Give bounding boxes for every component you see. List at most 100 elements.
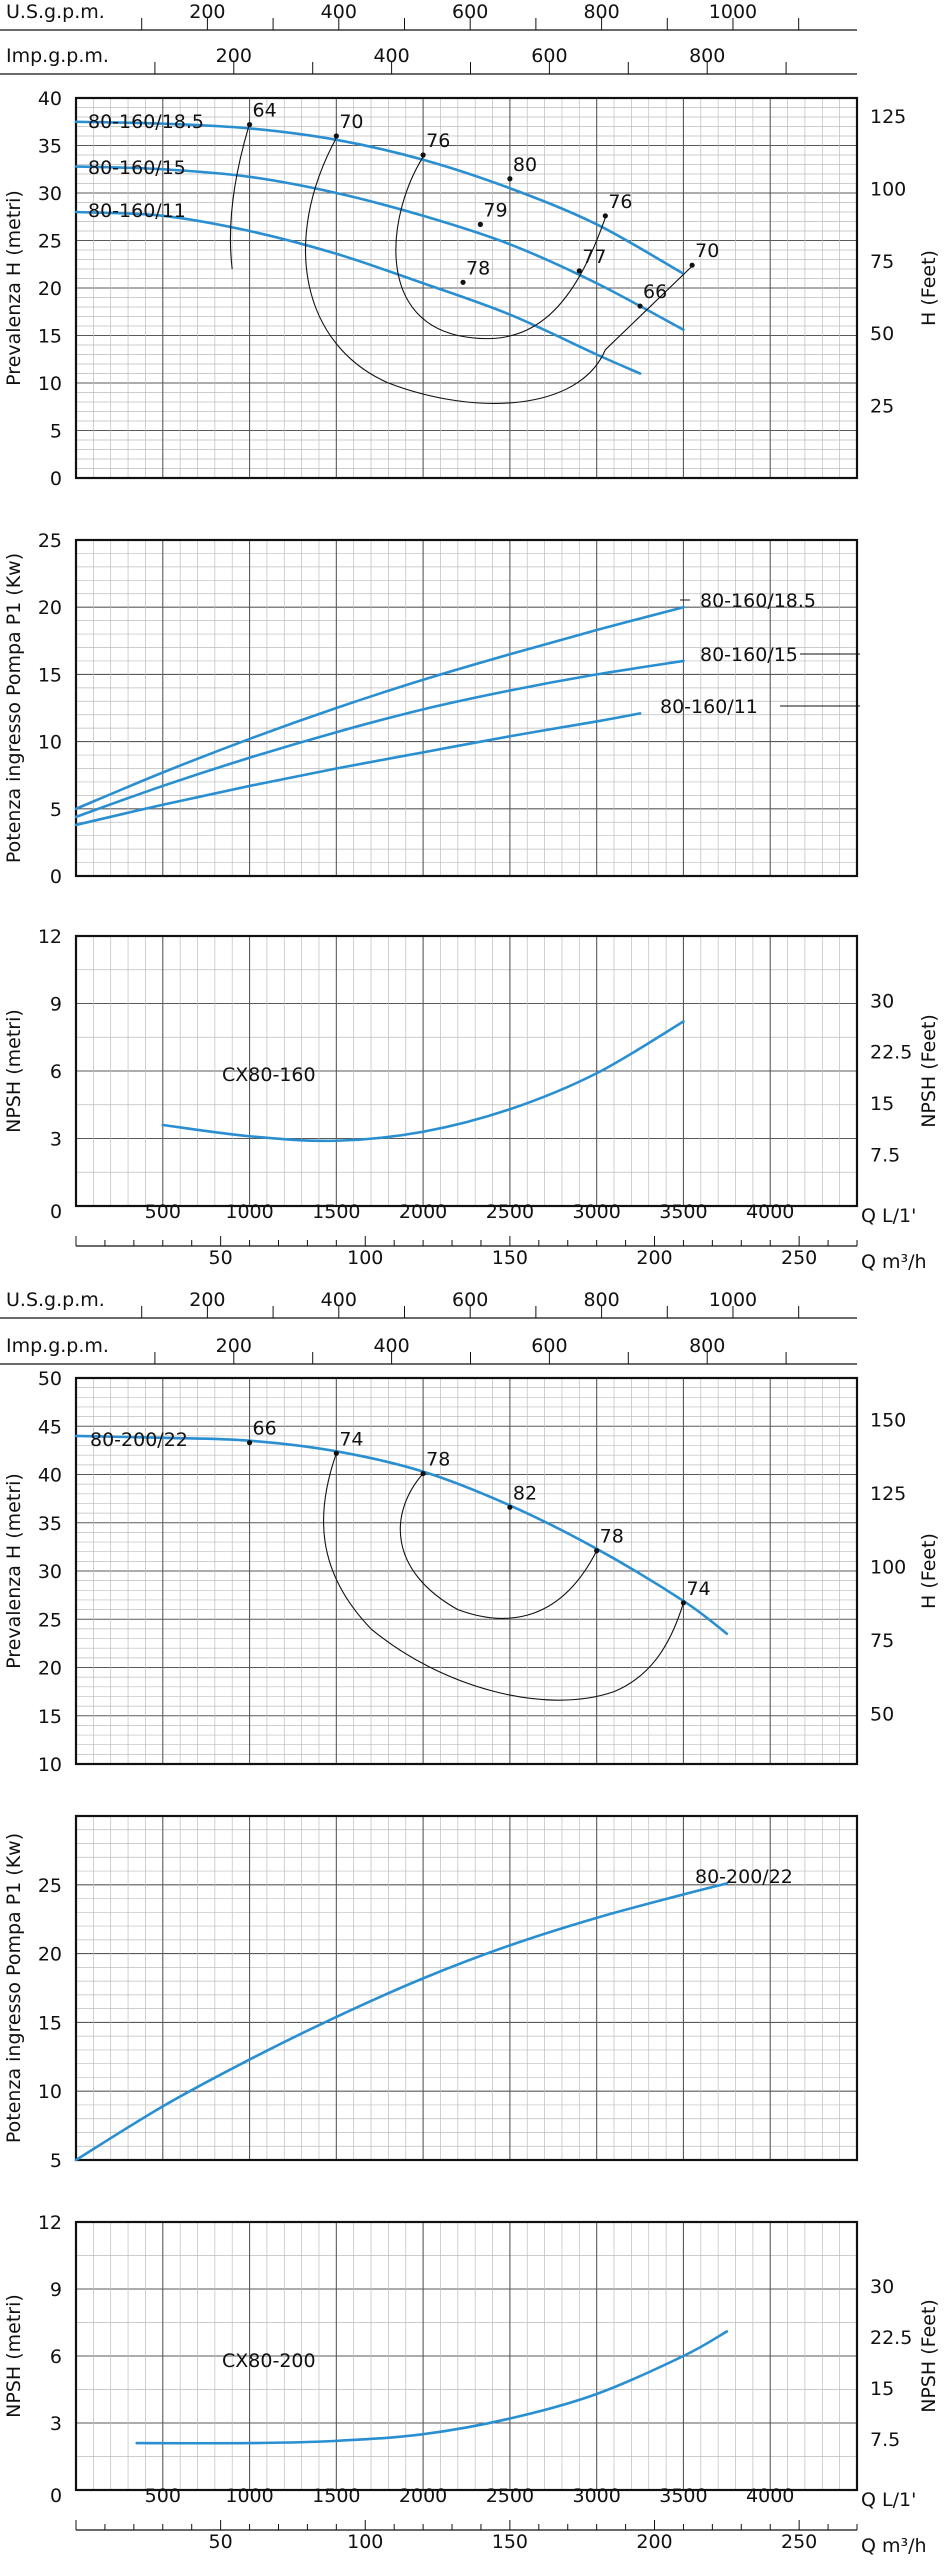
y-tick-label: 5	[50, 421, 62, 443]
efficiency-point	[460, 279, 466, 285]
efficiency-label: 78	[600, 1526, 624, 1548]
efficiency-label: 80	[513, 154, 537, 176]
y2-tick-label: 22.5	[870, 2327, 912, 2349]
efficiency-point	[333, 133, 339, 139]
imp-gpm-label: Imp.g.p.m.	[6, 45, 109, 67]
series-line-80-160-15	[74, 659, 685, 819]
efficiency-label: 74	[686, 1578, 710, 1600]
us-gpm-label: U.S.g.p.m.	[6, 1289, 105, 1311]
y-tick-label: 0	[50, 866, 62, 888]
series-line-80-160-11	[74, 712, 642, 827]
series-line-80-160-15	[74, 165, 685, 332]
efficiency-point	[507, 1504, 513, 1510]
series-line-80-200-22	[74, 1434, 729, 1636]
efficiency-point	[594, 1548, 600, 1554]
y-tick-label: 15	[38, 326, 62, 348]
y-axis-label: NPSH (metri)	[3, 2294, 25, 2418]
series-label: 80-160/11	[660, 696, 758, 718]
efficiency-point	[246, 1440, 253, 1446]
series-line-cx80-200	[135, 2330, 729, 2445]
y-tick-label: 15	[38, 664, 62, 686]
us-gpm-tick: 800	[583, 1289, 619, 1311]
efficiency-label: 66	[643, 281, 667, 303]
imp-gpm-tick: 400	[373, 1335, 409, 1357]
y2-axis-label: NPSH (Feet)	[918, 2299, 940, 2413]
y-tick-label: 10	[38, 373, 62, 395]
series-line-cx80-160	[161, 1020, 685, 1143]
iso-efficiency-line	[399, 1473, 598, 1619]
series-label: 80-160/11	[88, 200, 186, 222]
y-tick-label: 3	[50, 2413, 62, 2435]
y2-tick-label: 125	[870, 1483, 906, 1505]
y2-tick-label: 125	[870, 106, 906, 128]
us-gpm-tick: 400	[321, 1289, 357, 1311]
efficiency-label: 82	[513, 1482, 537, 1504]
y-tick-label: 6	[50, 1061, 62, 1083]
efficiency-label: 78	[466, 257, 490, 279]
q-lmin-label: Q L/1'	[861, 1205, 916, 1227]
series-line-80-200-22	[74, 1882, 729, 2162]
y2-axis-label: H (Feet)	[918, 250, 940, 326]
y2-tick-label: 50	[870, 323, 894, 345]
plot-frame	[74, 934, 859, 1208]
plot-frame	[74, 538, 859, 878]
y-tick-label: 10	[38, 2081, 62, 2103]
efficiency-label: 76	[608, 191, 632, 213]
q-lmin-tick: 3500	[659, 1201, 707, 1223]
q-lmin-tick: 500	[145, 2485, 181, 2507]
series-label: 80-160/18.5	[700, 590, 816, 612]
iso-efficiency-line	[395, 156, 606, 340]
q-lmin-tick: 4000	[746, 1201, 794, 1223]
efficiency-point	[602, 213, 608, 219]
q-lmin-label: Q L/1'	[861, 2489, 916, 2511]
y2-tick-label: 7.5	[870, 2429, 900, 2451]
efficiency-label: 77	[582, 246, 606, 268]
efficiency-label: 70	[695, 240, 719, 262]
imp-gpm-tick: 800	[689, 1335, 725, 1357]
efficiency-label: 74	[339, 1428, 363, 1450]
y-tick-label: 15	[38, 1706, 62, 1728]
q-lmin-tick: 500	[145, 1201, 181, 1223]
y-tick-label: 0	[50, 468, 62, 490]
iso-efficiency-line	[305, 137, 693, 404]
q-m3h-label: Q m³/h	[861, 1251, 927, 1273]
efficiency-point	[689, 262, 695, 268]
us-gpm-tick: 1000	[709, 1, 757, 23]
y2-tick-label: 22.5	[870, 1042, 912, 1064]
series-label: 80-160/18.5	[88, 111, 204, 133]
us-gpm-tick: 200	[189, 1, 225, 23]
imp-gpm-tick: 800	[689, 45, 725, 67]
q-m3h-tick: 200	[636, 1247, 672, 1269]
series-label: 80-200/22	[695, 1866, 793, 1888]
us-gpm-label: U.S.g.p.m.	[6, 1, 105, 23]
q-lmin-tick: 0	[50, 1201, 62, 1223]
series-label: CX80-200	[222, 2350, 316, 2372]
y-axis-label: Prevalenza H (metri)	[3, 190, 25, 386]
efficiency-point	[507, 176, 513, 182]
plot-frame	[74, 1814, 859, 2162]
q-lmin-tick: 3000	[572, 1201, 620, 1223]
q-lmin-tick: 0	[50, 2485, 62, 2507]
iso-efficiency-line	[323, 1453, 684, 1701]
y-tick-label: 30	[38, 1561, 62, 1583]
imp-gpm-tick: 200	[216, 1335, 252, 1357]
efficiency-label: 76	[426, 130, 450, 152]
q-m3h-tick: 100	[347, 2531, 383, 2553]
y-tick-label: 45	[38, 1416, 62, 1438]
y2-tick-label: 75	[870, 1630, 894, 1652]
us-gpm-tick: 600	[452, 1, 488, 23]
y-tick-label: 35	[38, 136, 62, 158]
q-m3h-label: Q m³/h	[861, 2535, 927, 2557]
us-gpm-tick: 800	[583, 1, 619, 23]
series-label: CX80-160	[222, 1064, 316, 1086]
y-tick-label: 12	[38, 926, 62, 948]
efficiency-label: 78	[426, 1449, 450, 1471]
y-tick-label: 10	[38, 1754, 62, 1776]
us-gpm-tick: 400	[321, 1, 357, 23]
y2-tick-label: 30	[870, 990, 894, 1012]
y-tick-label: 6	[50, 2346, 62, 2368]
y-tick-label: 40	[38, 88, 62, 110]
imp-gpm-tick: 400	[373, 45, 409, 67]
y2-tick-label: 100	[870, 178, 906, 200]
